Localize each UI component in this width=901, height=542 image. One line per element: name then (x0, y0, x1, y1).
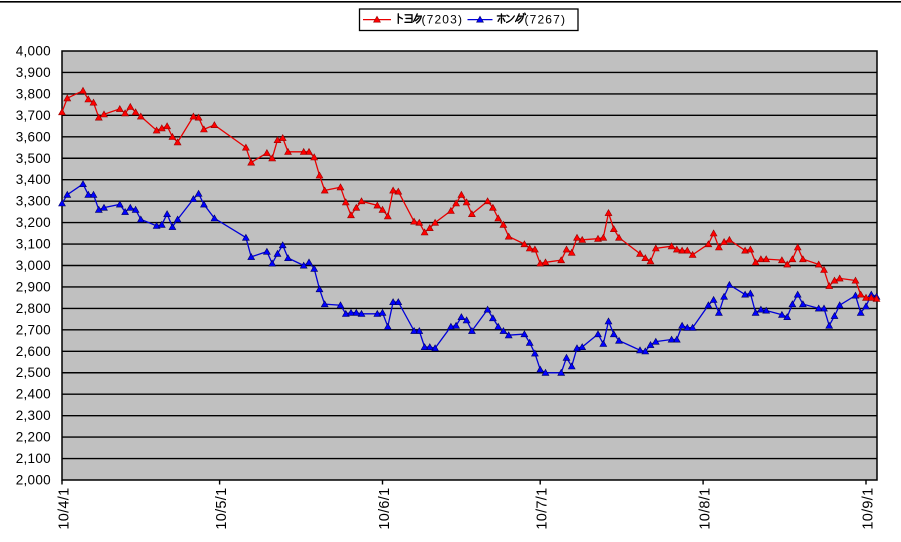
svg-text:3,700: 3,700 (16, 108, 51, 123)
svg-text:10/6/1: 10/6/1 (377, 488, 393, 530)
svg-text:3,100: 3,100 (16, 237, 51, 252)
svg-text:3,500: 3,500 (16, 151, 51, 166)
svg-text:2,100: 2,100 (16, 451, 51, 466)
svg-text:3,200: 3,200 (16, 215, 51, 230)
svg-text:(7267): (7267) (525, 13, 567, 27)
svg-text:3,400: 3,400 (16, 172, 51, 187)
svg-text:2,300: 2,300 (16, 408, 51, 423)
svg-text:4,000: 4,000 (16, 44, 51, 59)
svg-text:3,800: 3,800 (16, 86, 51, 101)
svg-text:10/9/1: 10/9/1 (860, 488, 876, 530)
svg-text:3,300: 3,300 (16, 194, 51, 209)
svg-text:2,400: 2,400 (16, 387, 51, 402)
svg-text:2,000: 2,000 (16, 473, 51, 488)
svg-text:2,500: 2,500 (16, 365, 51, 380)
svg-text:10/5/1: 10/5/1 (214, 488, 230, 530)
svg-text:2,800: 2,800 (16, 301, 51, 316)
svg-text:(7203): (7203) (422, 13, 464, 27)
svg-text:10/8/1: 10/8/1 (697, 488, 713, 530)
svg-text:3,000: 3,000 (16, 258, 51, 273)
svg-text:10/7/1: 10/7/1 (535, 488, 551, 530)
svg-text:3,600: 3,600 (16, 129, 51, 144)
svg-text:10/4/1: 10/4/1 (56, 488, 72, 530)
svg-text:2,200: 2,200 (16, 430, 51, 445)
svg-text:3,900: 3,900 (16, 65, 51, 80)
svg-text:2,900: 2,900 (16, 279, 51, 294)
svg-text:2,600: 2,600 (16, 344, 51, 359)
svg-text:2,700: 2,700 (16, 322, 51, 337)
